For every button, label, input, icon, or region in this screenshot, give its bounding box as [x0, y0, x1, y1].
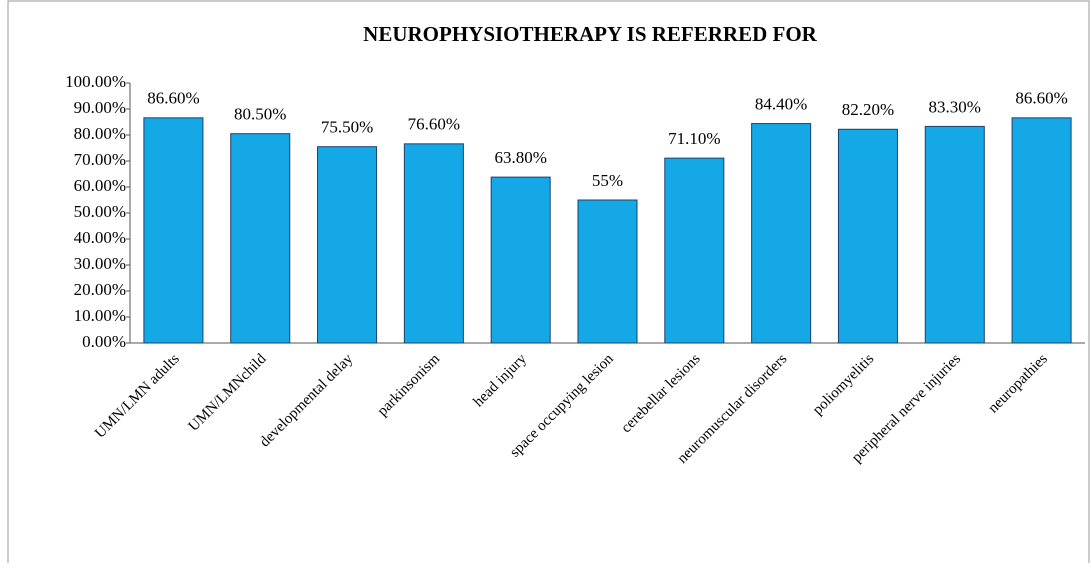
y-tick-label: 80.00%: [74, 124, 126, 143]
x-tick-label: head injury: [471, 351, 531, 411]
x-tick-label: developmental delay: [257, 351, 357, 451]
bar: [577, 199, 638, 344]
bar: [403, 143, 464, 344]
x-tick-label: UMN/LMNchild: [186, 351, 270, 435]
value-label: 63.80%: [494, 148, 546, 167]
chart-border: [7, 0, 1090, 568]
value-label: 84.40%: [755, 94, 807, 113]
value-label: 76.60%: [408, 115, 460, 134]
value-label: 86.60%: [1015, 89, 1067, 108]
bar: [143, 117, 204, 344]
y-tick-label: 60.00%: [74, 176, 126, 195]
bar: [837, 128, 898, 344]
bar: [317, 146, 378, 344]
bar: [751, 123, 812, 344]
y-tick-label: 90.00%: [74, 98, 126, 117]
bar: [664, 157, 725, 344]
x-tick-label: parkinsonism: [375, 351, 444, 420]
x-tick-label: poliomyelitis: [810, 351, 877, 418]
bar: [490, 176, 551, 344]
y-tick-label: 0.00%: [82, 332, 126, 351]
y-tick-label: 70.00%: [74, 150, 126, 169]
bar: [924, 125, 985, 344]
y-tick-label: 10.00%: [74, 306, 126, 325]
value-label: 82.20%: [842, 100, 894, 119]
chart-title: NEUROPHYSIOTHERAPY IS REFERRED FOR: [363, 22, 818, 46]
bar: [230, 133, 291, 344]
x-tick-label: neuropathies: [985, 351, 1051, 417]
value-label: 86.60%: [147, 89, 199, 108]
value-label: 83.30%: [929, 97, 981, 116]
bar: [1011, 117, 1072, 344]
y-tick-label: 100.00%: [65, 72, 126, 91]
y-tick-label: 30.00%: [74, 254, 126, 273]
x-tick-label: cerebellar lesions: [618, 351, 703, 436]
value-label: 71.10%: [668, 129, 720, 148]
y-tick-label: 40.00%: [74, 228, 126, 247]
value-label: 55%: [592, 171, 623, 190]
y-tick-label: 20.00%: [74, 280, 126, 299]
value-label: 75.50%: [321, 118, 373, 137]
y-tick-label: 50.00%: [74, 202, 126, 221]
value-label: 80.50%: [234, 105, 286, 124]
x-tick-label: UMN/LMN adults: [92, 351, 183, 442]
